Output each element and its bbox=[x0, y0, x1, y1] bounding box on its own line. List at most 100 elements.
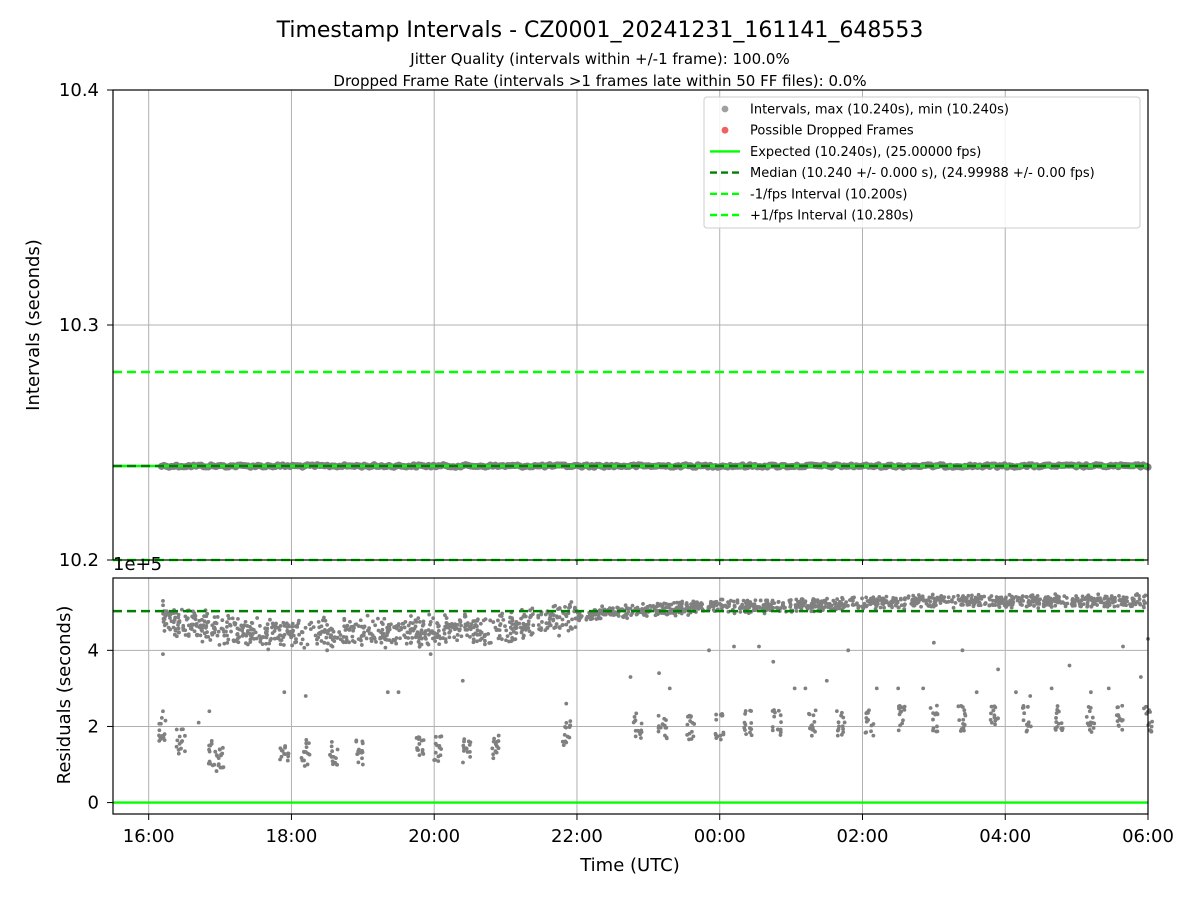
residual-point bbox=[994, 599, 998, 604]
intervals-points bbox=[157, 461, 1152, 471]
legend-marker bbox=[721, 126, 729, 134]
residual-point bbox=[1028, 694, 1033, 698]
residual-point bbox=[1115, 705, 1120, 710]
residual-point bbox=[354, 738, 359, 743]
residual-point bbox=[278, 757, 282, 762]
residual-point bbox=[547, 617, 552, 622]
residual-point bbox=[727, 602, 732, 607]
residual-point bbox=[216, 629, 221, 634]
residual-point bbox=[389, 640, 394, 645]
residual-point bbox=[983, 601, 988, 605]
residual-point bbox=[1085, 604, 1090, 609]
residual-point bbox=[263, 626, 268, 631]
residual-point bbox=[1078, 604, 1083, 608]
residual-point bbox=[358, 618, 363, 623]
residual-point bbox=[492, 736, 497, 741]
residual-point bbox=[205, 630, 209, 635]
residual-point bbox=[884, 594, 889, 599]
residual-point bbox=[224, 629, 228, 634]
residual-point bbox=[174, 727, 179, 732]
residual-point bbox=[992, 704, 997, 709]
residual-point bbox=[504, 628, 509, 633]
residual-point bbox=[662, 601, 666, 606]
residual-point bbox=[505, 634, 510, 639]
residual-point bbox=[639, 736, 643, 740]
residual-point bbox=[916, 593, 921, 597]
residual-point bbox=[279, 748, 284, 753]
residual-point bbox=[742, 726, 747, 730]
residual-point bbox=[438, 753, 443, 758]
residual-point bbox=[1054, 720, 1059, 724]
residual-point bbox=[423, 632, 428, 636]
residual-point bbox=[382, 616, 387, 621]
residual-point bbox=[1049, 605, 1054, 609]
residual-point bbox=[641, 602, 645, 606]
residual-point bbox=[554, 622, 559, 626]
residual-point bbox=[213, 627, 217, 632]
residual-point bbox=[174, 744, 179, 749]
residual-point bbox=[974, 600, 978, 604]
residual-point bbox=[325, 622, 330, 627]
residual-point bbox=[495, 739, 499, 744]
residual-point bbox=[868, 598, 872, 603]
residual-point bbox=[212, 615, 217, 620]
residual-point bbox=[628, 606, 633, 611]
residual-point bbox=[887, 603, 892, 608]
residual-point bbox=[689, 602, 693, 607]
residual-point bbox=[332, 639, 337, 644]
residual-point bbox=[290, 643, 294, 648]
residual-point bbox=[1004, 595, 1008, 600]
residual-point bbox=[672, 600, 676, 605]
residual-point bbox=[782, 606, 786, 610]
residual-point bbox=[573, 625, 578, 630]
residual-point bbox=[172, 617, 177, 622]
residual-point bbox=[290, 621, 295, 626]
residual-point bbox=[466, 739, 471, 744]
residual-point bbox=[816, 604, 821, 609]
residual-point bbox=[282, 690, 287, 695]
residual-point bbox=[714, 712, 719, 717]
residual-point bbox=[631, 720, 636, 725]
residual-point bbox=[279, 638, 284, 643]
residual-point bbox=[157, 721, 162, 726]
residual-point bbox=[302, 749, 306, 754]
residual-point bbox=[163, 718, 168, 723]
residual-point bbox=[426, 628, 431, 632]
residual-point bbox=[950, 599, 954, 604]
residual-point bbox=[337, 630, 342, 634]
residual-point bbox=[443, 613, 447, 618]
residual-point bbox=[360, 756, 364, 761]
residual-point bbox=[496, 733, 501, 738]
residual-point bbox=[664, 612, 669, 617]
x-tick-label: 16:00 bbox=[123, 826, 175, 847]
residual-point bbox=[1081, 602, 1086, 607]
residual-point bbox=[837, 606, 842, 611]
residual-point bbox=[288, 633, 293, 638]
residual-point bbox=[924, 598, 928, 603]
residual-point bbox=[207, 743, 212, 748]
residual-point bbox=[896, 728, 901, 733]
residual-point bbox=[315, 641, 320, 646]
residual-point bbox=[493, 749, 498, 754]
residual-point bbox=[325, 648, 330, 653]
residual-point bbox=[195, 632, 200, 637]
residual-point bbox=[266, 647, 271, 652]
residual-point bbox=[220, 745, 225, 750]
residual-point bbox=[465, 623, 470, 627]
residual-point bbox=[792, 686, 797, 691]
residual-point bbox=[797, 605, 802, 609]
residual-point bbox=[528, 615, 532, 620]
residual-point bbox=[1087, 727, 1092, 732]
residual-point bbox=[359, 638, 363, 643]
residual-point bbox=[304, 738, 309, 742]
residual-point bbox=[778, 727, 783, 732]
residual-point bbox=[966, 593, 971, 598]
residual-point bbox=[536, 623, 541, 627]
residual-point bbox=[884, 600, 888, 605]
residual-point bbox=[1141, 604, 1146, 609]
residual-point bbox=[176, 615, 181, 620]
residual-point bbox=[217, 747, 222, 752]
residual-point bbox=[305, 642, 310, 647]
residual-point bbox=[530, 606, 535, 611]
residual-point bbox=[268, 617, 272, 622]
